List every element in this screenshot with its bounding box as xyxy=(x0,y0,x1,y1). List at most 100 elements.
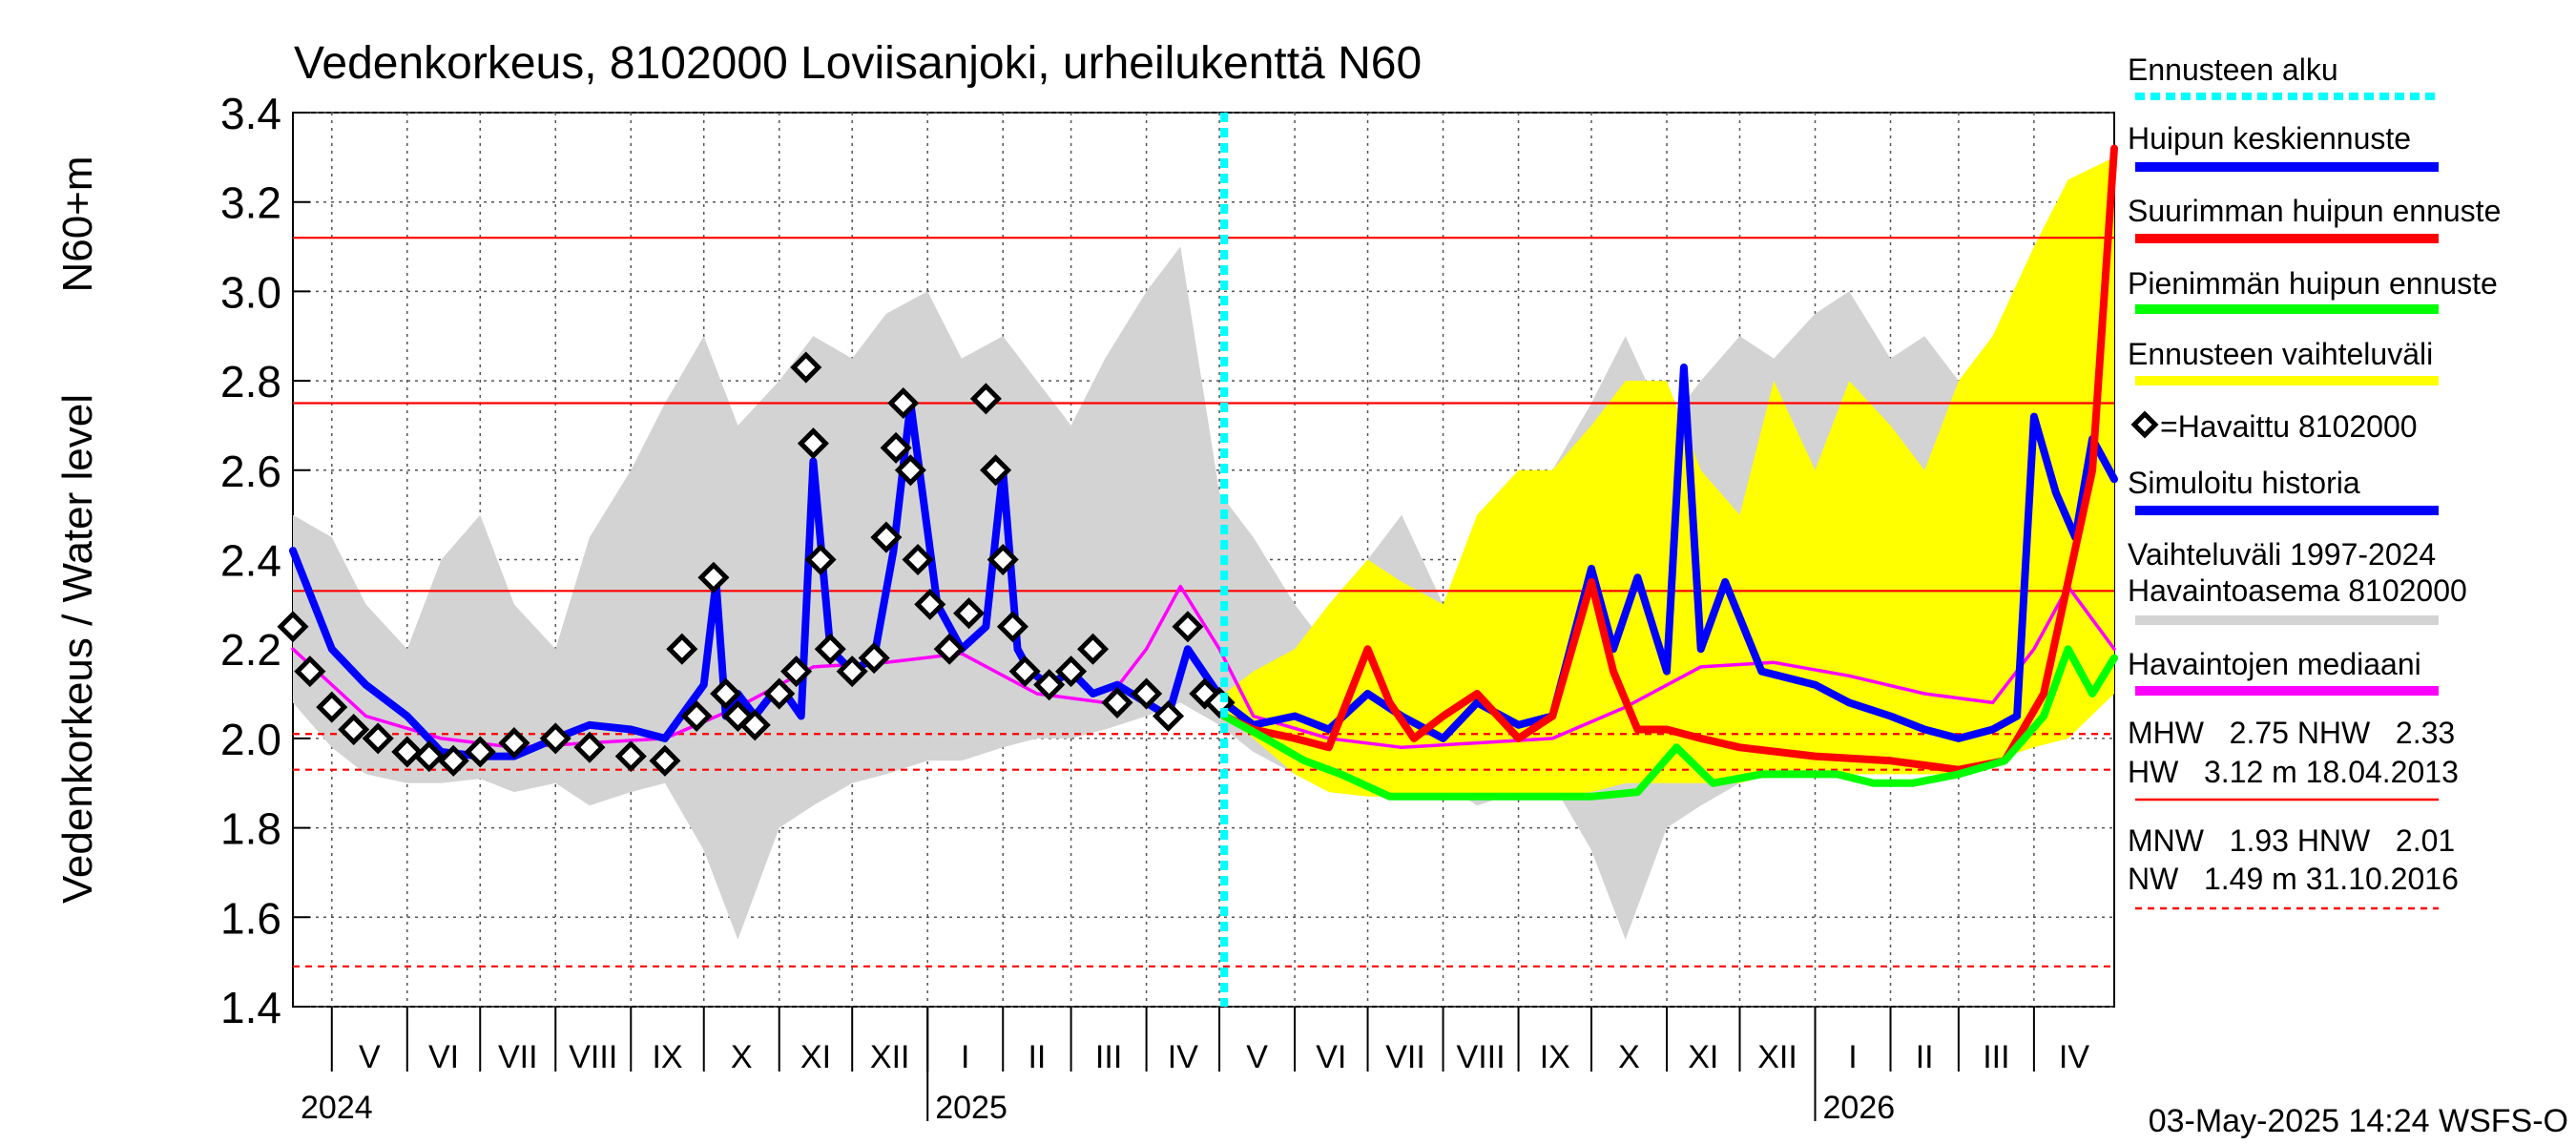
legend-label: Havaintojen mediaani xyxy=(2128,647,2421,681)
legend-marker-diamond xyxy=(2130,410,2159,439)
observed-point xyxy=(836,656,868,688)
observed-point xyxy=(953,597,986,630)
observed-point xyxy=(996,611,1028,643)
y-tick-label: 2.2 xyxy=(220,625,281,675)
y-tick-label: 2.4 xyxy=(220,536,281,586)
month-label: VII xyxy=(498,1039,538,1075)
y-tick-label: 2.8 xyxy=(220,357,281,406)
month-label: XI xyxy=(1688,1039,1718,1075)
month-label: III xyxy=(1983,1039,2009,1075)
observed-point xyxy=(887,386,920,420)
observed-point xyxy=(498,727,530,760)
observed-point xyxy=(464,736,496,768)
observed-point xyxy=(437,744,469,777)
observed-point xyxy=(858,642,890,675)
year-label: 2024 xyxy=(301,1090,373,1126)
observed-point xyxy=(980,454,1012,487)
legend-label: Vaihteluväli 1997-2024 xyxy=(2128,537,2436,572)
observed-point xyxy=(573,731,606,763)
stats-line: NW 1.49 m 31.10.2016 xyxy=(2128,862,2459,896)
y-tick-label: 2.6 xyxy=(220,447,281,496)
month-label: X xyxy=(731,1039,753,1075)
observed-point xyxy=(316,691,348,723)
month-label: IX xyxy=(1540,1039,1570,1075)
y-tick-label: 1.8 xyxy=(220,804,281,854)
chart-title: Vedenkorkeus, 8102000 Loviisanjoki, urhe… xyxy=(294,38,1422,89)
observed-point xyxy=(797,427,829,460)
legend-label: Havaintoasema 8102000 xyxy=(2128,573,2467,608)
observed-point xyxy=(391,736,424,768)
observed-point xyxy=(790,351,822,384)
month-label: V xyxy=(1246,1039,1268,1075)
observed-point xyxy=(780,656,813,688)
observed-point xyxy=(680,699,713,733)
y-tick-label: 3.0 xyxy=(220,267,281,317)
observed-point xyxy=(1172,611,1204,643)
observed-point xyxy=(1076,633,1110,665)
legend-label: Simuloitu historia xyxy=(2128,466,2360,500)
observed-point xyxy=(1033,669,1066,701)
observed-point xyxy=(987,543,1019,576)
month-label: VI xyxy=(428,1039,459,1075)
legend-label: Pienimmän huipun ennuste xyxy=(2128,266,2498,301)
observed-point xyxy=(539,722,571,755)
month-label: XII xyxy=(1757,1039,1797,1075)
legend-label: =Havaittu 8102000 xyxy=(2160,409,2418,444)
min-peak-forecast-line xyxy=(1220,645,2118,801)
stats-line: MNW 1.93 HNW 2.01 xyxy=(2128,823,2455,858)
observed-point xyxy=(277,611,309,643)
observed-point xyxy=(1101,686,1133,718)
month-label: I xyxy=(961,1039,969,1075)
y-tick-label: 1.6 xyxy=(220,893,281,943)
observed-point xyxy=(1008,656,1041,688)
month-label: VII xyxy=(1385,1039,1425,1075)
median-line xyxy=(291,584,2116,750)
observed-point xyxy=(294,656,326,688)
observed-point xyxy=(933,633,966,665)
month-label: I xyxy=(1848,1039,1857,1075)
y-tick-label: 2.0 xyxy=(220,715,281,764)
y-tick-label: 3.4 xyxy=(220,89,281,138)
observed-point xyxy=(880,431,912,464)
y-tick-label: 1.4 xyxy=(220,983,281,1032)
legend-label: Suurimman huipun ennuste xyxy=(2128,194,2501,228)
observed-point xyxy=(1131,677,1163,710)
forecast-range-band xyxy=(1224,156,2114,797)
observed-point xyxy=(362,722,394,755)
observed-point xyxy=(804,543,837,576)
observed-point xyxy=(1055,656,1088,688)
stats-line: MHW 2.75 NHW 2.33 xyxy=(2128,716,2455,750)
month-label: X xyxy=(1618,1039,1640,1075)
month-label: II xyxy=(1028,1039,1046,1075)
month-label: V xyxy=(359,1039,381,1075)
month-label: IV xyxy=(1168,1039,1198,1075)
legend-label: Ennusteen vaihteluväli xyxy=(2128,337,2433,371)
month-label: IV xyxy=(2059,1039,2089,1075)
footer-timestamp: 03-May-2025 14:24 WSFS-O xyxy=(2149,1103,2568,1139)
year-label: 2025 xyxy=(935,1090,1008,1126)
y-axis-label: Vedenkorkeus / Water level xyxy=(54,394,101,904)
observed-point xyxy=(666,633,698,665)
observed-point xyxy=(614,740,647,773)
observed-point xyxy=(413,740,446,773)
observed-point xyxy=(763,677,796,710)
observed-point xyxy=(969,383,1002,415)
month-label: VI xyxy=(1316,1039,1346,1075)
observed-point xyxy=(902,543,934,576)
month-label: VIII xyxy=(569,1039,617,1075)
y-tick-label: 3.2 xyxy=(220,178,281,228)
month-label: II xyxy=(1916,1039,1934,1075)
observed-point xyxy=(649,744,681,777)
observed-point xyxy=(1153,699,1185,733)
legend-label: Huipun keskiennuste xyxy=(2128,121,2411,156)
observed-point xyxy=(914,588,946,620)
observed-point xyxy=(738,709,771,741)
month-label: XI xyxy=(800,1039,831,1075)
month-label: IX xyxy=(652,1039,682,1075)
observed-point xyxy=(338,713,370,746)
observed-point xyxy=(710,677,742,710)
legend-label: Ennusteen alku xyxy=(2128,52,2338,87)
observed-point xyxy=(870,521,903,553)
observed-point xyxy=(894,454,926,487)
